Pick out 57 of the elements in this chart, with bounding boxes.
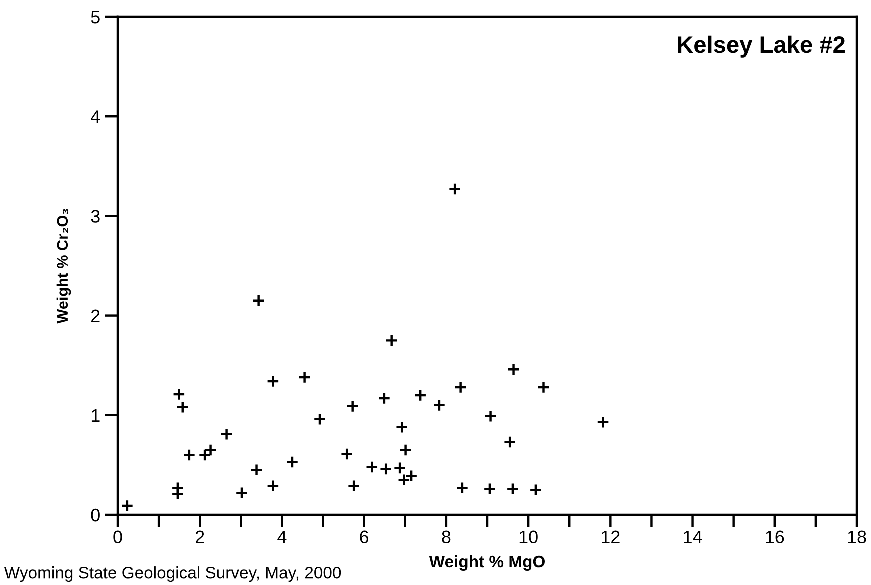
point	[483, 482, 496, 496]
point	[394, 462, 407, 475]
point	[596, 416, 610, 429]
y-tick-label: 1	[92, 410, 100, 422]
point	[120, 500, 134, 513]
point	[378, 392, 391, 405]
text: Wyoming State Geological Survey, May, 2000	[4, 566, 342, 582]
point	[314, 412, 326, 426]
point	[484, 410, 498, 423]
point	[286, 456, 299, 469]
point	[298, 371, 312, 384]
x-tick-label: 6	[360, 530, 369, 544]
annotation: Kelsey Lake #2	[678, 36, 845, 58]
point	[236, 486, 248, 500]
y-tick-label: 0	[91, 508, 100, 522]
point	[454, 381, 468, 394]
point	[366, 460, 379, 474]
y-tick-label: 5	[91, 11, 100, 24]
point	[266, 375, 280, 388]
point	[506, 482, 520, 496]
point	[182, 448, 196, 462]
point	[171, 488, 184, 501]
x-tick-label: 2	[196, 530, 204, 544]
point	[176, 400, 190, 414]
point	[399, 444, 412, 457]
point	[252, 294, 266, 308]
point	[385, 334, 398, 348]
x-tick-label: 10	[520, 530, 538, 544]
point	[537, 381, 550, 394]
x-tick-label: 18	[848, 530, 866, 544]
point	[380, 462, 393, 476]
y-axis-title: Weight % Cr₂O₃	[56, 209, 72, 324]
point	[432, 398, 446, 412]
point	[220, 428, 234, 441]
point	[504, 436, 517, 449]
point	[250, 464, 264, 477]
x-tick-label: 4	[278, 530, 287, 544]
y-tick-label: 4	[91, 110, 100, 124]
x-tick-label: 14	[684, 530, 702, 544]
point	[172, 388, 186, 401]
point	[396, 420, 409, 434]
y-tick-label: 2	[92, 310, 100, 322]
x-tick-label: 0	[114, 530, 122, 544]
point	[414, 388, 428, 402]
y-tick-label: 3	[91, 210, 100, 223]
point	[456, 482, 469, 495]
x-axis-title: Weight % MgO	[429, 555, 545, 572]
point	[340, 448, 354, 461]
x-tick-label: 12	[602, 530, 620, 544]
point	[346, 400, 360, 413]
point	[266, 480, 280, 493]
point	[348, 480, 361, 493]
point	[529, 484, 542, 497]
point	[507, 363, 520, 376]
x-tick-label: 16	[766, 530, 784, 544]
x-tick-label: 8	[442, 530, 451, 544]
point	[448, 182, 462, 196]
